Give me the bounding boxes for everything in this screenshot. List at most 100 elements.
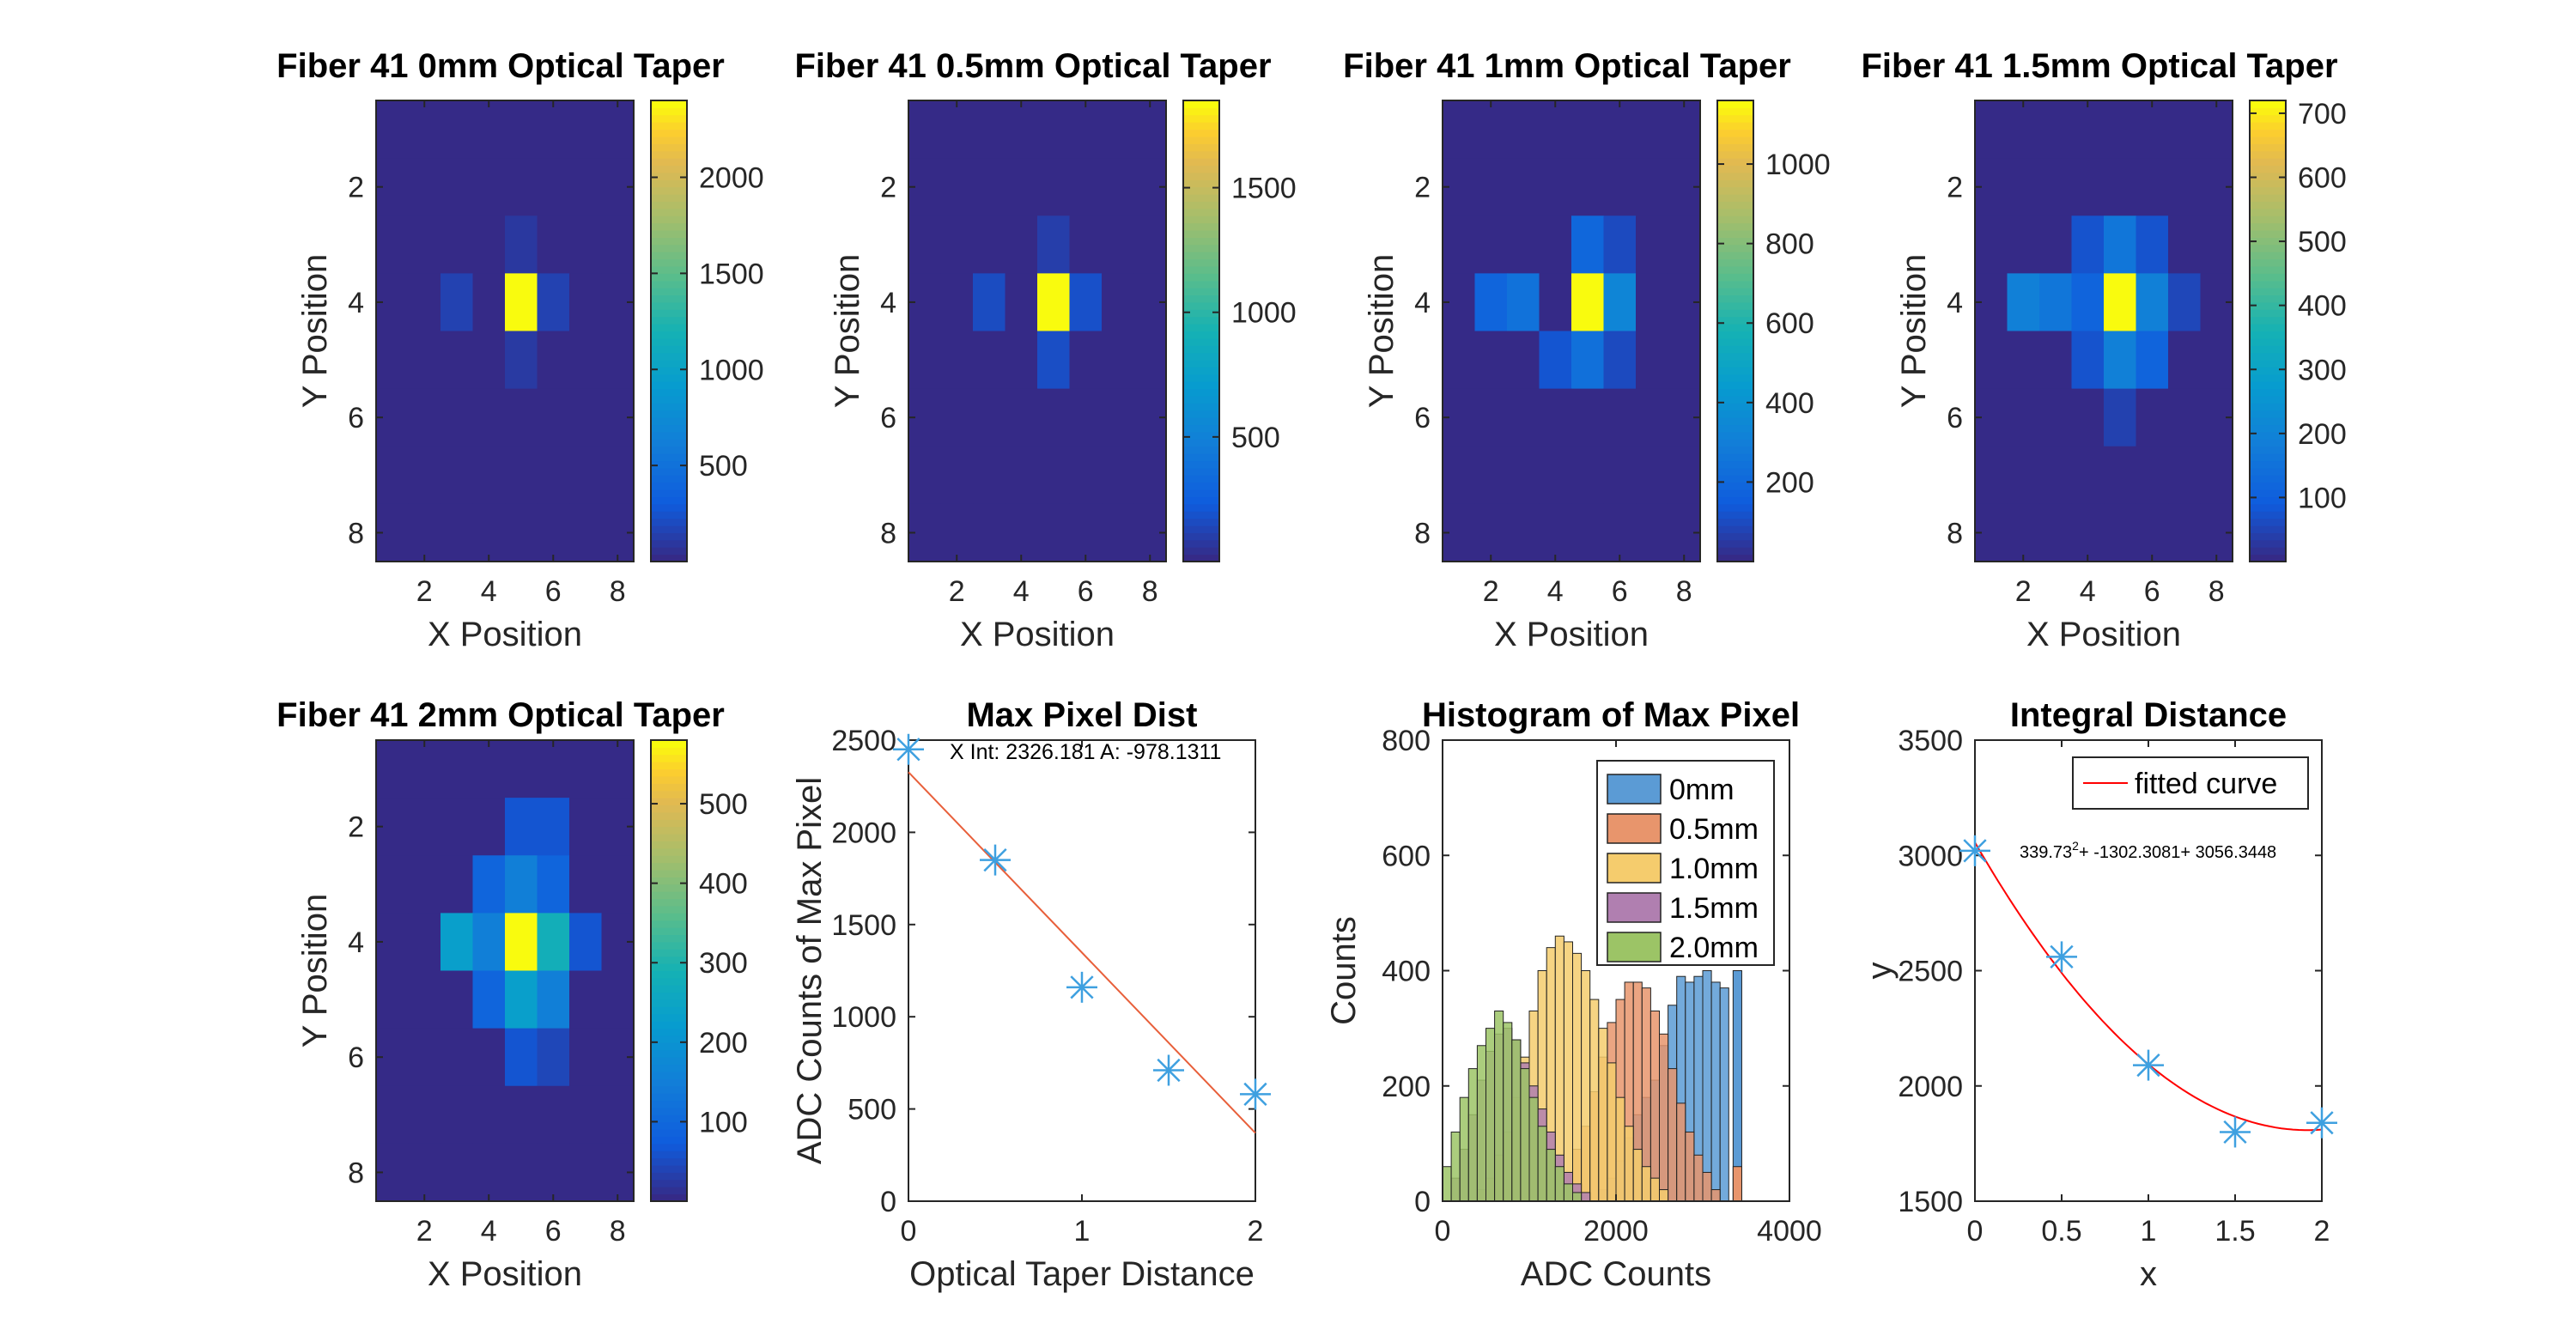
y-tick-label: 500 <box>848 1094 896 1126</box>
colorbar-step <box>2250 410 2286 418</box>
colorbar-step <box>2250 208 2286 216</box>
colorbar-step <box>651 352 687 361</box>
colorbar-step <box>1717 150 1753 159</box>
hist-bar <box>1546 1149 1556 1202</box>
heatmap-cell <box>1539 331 1572 390</box>
hist-bar <box>1624 1126 1634 1202</box>
heatmap-cell <box>472 1143 506 1202</box>
heatmap-cell <box>505 388 538 447</box>
y-tick-label: 600 <box>1382 840 1431 872</box>
colorbar-step <box>1183 288 1219 296</box>
colorbar-step <box>2250 244 2286 252</box>
colorbar-step <box>2250 360 2286 367</box>
y-tick-label: 2000 <box>1898 1071 1963 1103</box>
colorbar-step <box>2250 280 2286 288</box>
colorbar-step <box>1183 373 1219 382</box>
colorbar-step <box>651 1114 687 1123</box>
heatmap-cell <box>1005 503 1038 562</box>
heatmap-cell <box>1069 503 1103 562</box>
heatmap-cell <box>1539 158 1572 216</box>
heatmap-cell <box>537 1143 570 1202</box>
colorbar-step <box>2250 265 2286 274</box>
heatmap-cell <box>1102 446 1134 505</box>
colorbar-step <box>651 1143 687 1151</box>
heatmap-cell <box>1539 446 1572 505</box>
hist-bar <box>1528 1096 1539 1202</box>
heatmap-cell <box>440 158 473 216</box>
colorbar-step <box>1183 280 1219 288</box>
colorbar-step <box>651 862 687 871</box>
x-axis-label: X Position <box>2026 616 2181 653</box>
colorbar-step <box>651 1187 687 1195</box>
heatmap-cell <box>1133 216 1167 274</box>
colorbar-step <box>1183 208 1219 216</box>
heatmap-cell <box>1037 100 1070 159</box>
colorbar-step <box>1183 489 1219 497</box>
colorbar-tick-label: 800 <box>1765 228 1814 261</box>
y-tick-label: 2 <box>880 172 896 204</box>
heatmap-cell <box>1636 446 1668 505</box>
heatmap-panel-2: 2 2 4 4 6 6 8 8 Fiber 41 0.5mm Optical Taper X Po… <box>794 47 1296 653</box>
colorbar-step <box>651 403 687 411</box>
heatmap-cell <box>376 855 409 914</box>
colorbar-step <box>651 396 687 404</box>
colorbar-step <box>1183 388 1219 397</box>
colorbar-step <box>1183 230 1219 238</box>
heatmap-cell <box>376 446 409 505</box>
hist-bar <box>1649 1177 1661 1202</box>
x-tick-label: 1.5 <box>2215 1215 2255 1248</box>
histogram-panel: 0 2000 4000 0 200 400 600 800 0mm 0.5mm 1.0mm 1.5mm… <box>1325 696 1822 1293</box>
heatmap-cell <box>505 446 538 505</box>
colorbar-tick-label: 600 <box>2298 162 2347 195</box>
heatmap-cell <box>1102 100 1134 159</box>
chart-title: Fiber 41 2mm Optical Taper <box>276 696 725 734</box>
chart-title: Fiber 41 1.5mm Optical Taper <box>1861 47 2337 85</box>
colorbar-step <box>1183 316 1219 325</box>
colorbar-step <box>1183 453 1219 462</box>
heatmap-cell <box>2136 331 2169 390</box>
heatmap-cell <box>2071 503 2105 562</box>
y-tick-label: 2500 <box>1898 956 1963 988</box>
x-tick-label: 8 <box>2208 575 2225 608</box>
colorbar-step <box>651 489 687 497</box>
colorbar-step <box>651 158 687 167</box>
colorbar-step <box>651 424 687 433</box>
x-tick-label: 0 <box>1435 1215 1451 1248</box>
heatmap-cell <box>1005 388 1038 447</box>
colorbar-step <box>1183 158 1219 167</box>
colorbar-step <box>1717 172 1753 180</box>
colorbar-step <box>1717 216 1753 224</box>
heatmap-cell <box>408 446 441 505</box>
hist-bar <box>1485 1028 1496 1202</box>
fit-annotation: X Int: 2326.181 A: -978.1311 <box>950 740 1221 764</box>
colorbar-step <box>651 1078 687 1087</box>
heatmap-panel-1: 2 2 4 4 6 6 8 8 Fiber 41 0mm Optical Taper X Posi… <box>276 47 763 653</box>
heatmap-cell <box>940 331 974 390</box>
x-tick-label: 0 <box>1967 1215 1984 1248</box>
colorbar-step <box>2250 503 2286 512</box>
colorbar-step <box>1183 482 1219 490</box>
heatmap-cell <box>940 388 974 447</box>
heatmap-cell <box>569 1085 602 1145</box>
heatmap-cell <box>472 913 506 971</box>
colorbar-step <box>1717 396 1753 404</box>
data-point-stroke <box>1963 839 1987 863</box>
heatmap-cell <box>2104 158 2136 216</box>
heatmap-panel-5: 2 2 4 4 6 6 8 8 Fiber 41 2mm Optical Taper X Posi… <box>276 696 748 1293</box>
colorbar-step <box>651 186 687 195</box>
colorbar-step <box>2250 122 2286 131</box>
colorbar-step <box>1717 230 1753 238</box>
heatmap-cell <box>440 740 473 799</box>
colorbar-tick-label: 100 <box>699 1106 748 1139</box>
colorbar-step <box>1717 503 1753 512</box>
heatmap-cell <box>505 970 538 1029</box>
heatmap-cell <box>408 331 441 390</box>
heatmap-cell <box>1539 100 1572 159</box>
colorbar-step <box>1717 388 1753 397</box>
colorbar-tick-label: 100 <box>2298 482 2347 514</box>
heatmap-cell <box>440 1028 473 1087</box>
colorbar-step <box>1183 172 1219 180</box>
heatmap-cell <box>2071 216 2105 274</box>
heatmap-cell <box>408 970 441 1029</box>
